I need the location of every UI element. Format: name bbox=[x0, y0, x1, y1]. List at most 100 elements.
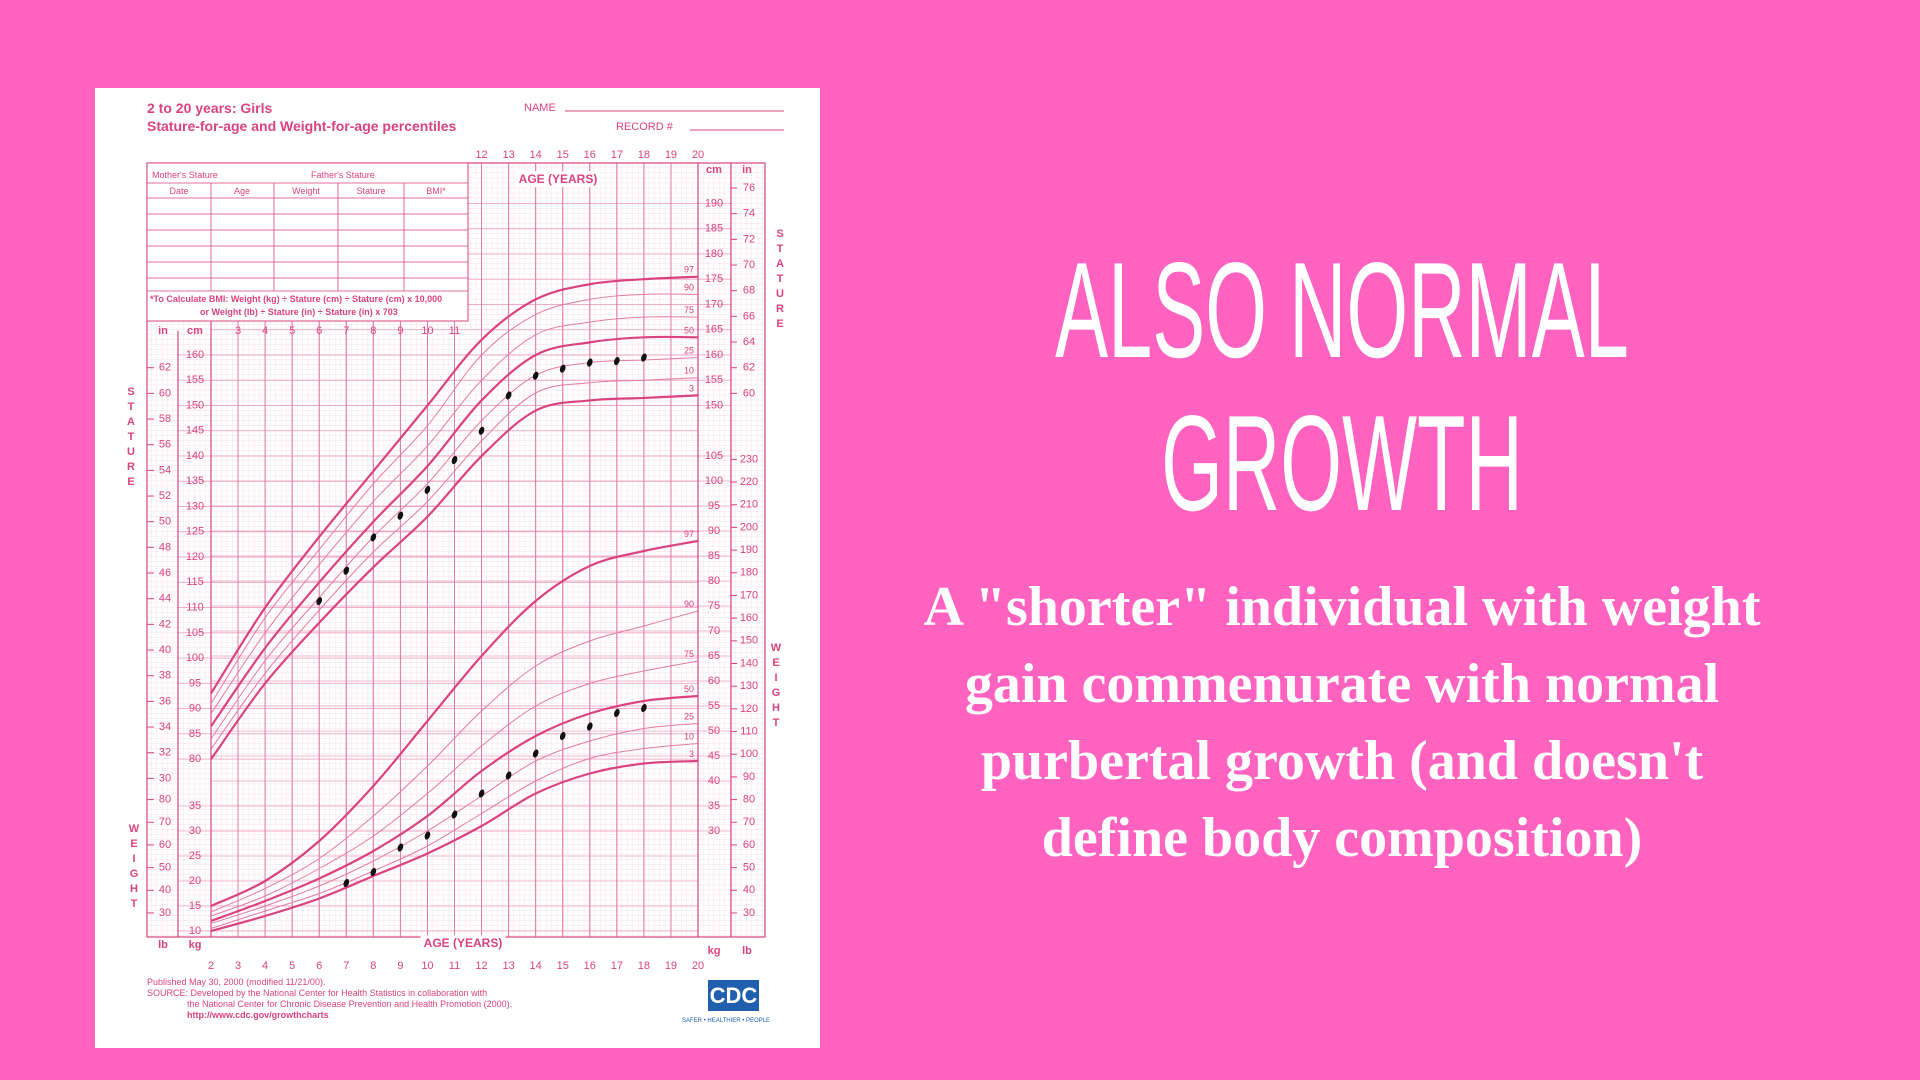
y-tick-label: 110 bbox=[186, 602, 204, 614]
record-label: RECORD # bbox=[616, 121, 674, 133]
percentile-curve bbox=[210, 610, 699, 913]
percentile-curve bbox=[210, 316, 699, 714]
y-tick-label: 130 bbox=[740, 680, 758, 692]
y-tick-label: 60 bbox=[159, 839, 171, 851]
x-tick-label: 17 bbox=[611, 960, 623, 972]
y-tick-label: 80 bbox=[743, 793, 755, 805]
percentile-label: 10 bbox=[684, 366, 694, 376]
x-tick-label: 9 bbox=[397, 960, 403, 972]
x-tick-label: 20 bbox=[692, 149, 704, 161]
percentile-curve bbox=[210, 539, 699, 907]
y-tick-label: 80 bbox=[708, 575, 720, 587]
measurement-point bbox=[641, 703, 647, 713]
measurement-point bbox=[559, 364, 566, 373]
y-tick-label: 35 bbox=[708, 800, 720, 812]
footer-line: the National Center for Chronic Disease … bbox=[187, 999, 512, 1009]
y-tick-label: 180 bbox=[740, 567, 758, 579]
y-tick-label: 155 bbox=[705, 374, 723, 386]
y-tick-label: 80 bbox=[159, 793, 171, 805]
percentile-label: 50 bbox=[684, 325, 694, 335]
x-tick-label: 18 bbox=[638, 149, 650, 161]
y-tick-label: 40 bbox=[159, 644, 171, 656]
column-header: BMI* bbox=[426, 186, 446, 196]
y-tick-label: 30 bbox=[708, 825, 720, 837]
y-tick-label: 90 bbox=[708, 525, 720, 537]
y-tick-label: 155 bbox=[186, 374, 204, 386]
y-tick-label: 10 bbox=[189, 925, 201, 937]
y-tick-label: 90 bbox=[743, 771, 755, 783]
measurement-point bbox=[451, 456, 458, 465]
measurement-point bbox=[370, 533, 377, 542]
y-tick-label: 60 bbox=[743, 387, 755, 399]
y-tick-label: 62 bbox=[159, 362, 171, 374]
y-tick-label: 44 bbox=[159, 593, 171, 605]
fathers-stature: Father's Stature bbox=[311, 170, 375, 180]
y-tick-label: 120 bbox=[740, 703, 758, 715]
y-tick-label: 220 bbox=[740, 476, 758, 488]
percentile-label: 3 bbox=[689, 749, 694, 759]
x-tick-label: 12 bbox=[475, 149, 487, 161]
unit-label: cm bbox=[706, 164, 722, 176]
y-tick-label: 190 bbox=[705, 197, 723, 209]
y-tick-label: 130 bbox=[186, 500, 204, 512]
axis-label: STATURE bbox=[774, 228, 786, 333]
y-tick-label: 38 bbox=[159, 670, 171, 682]
y-tick-label: 70 bbox=[743, 259, 755, 271]
y-tick-label: 15 bbox=[189, 900, 201, 912]
percentile-curve bbox=[210, 759, 699, 933]
x-label-bg bbox=[420, 935, 506, 952]
percentile-curve bbox=[210, 394, 699, 760]
measurement-point bbox=[397, 843, 404, 852]
measurement-point bbox=[478, 426, 485, 435]
unit-label: kg bbox=[189, 939, 202, 951]
x-tick-label: 8 bbox=[370, 960, 376, 972]
y-tick-label: 150 bbox=[705, 399, 723, 411]
x-tick-label: 19 bbox=[665, 960, 677, 972]
y-tick-label: 74 bbox=[743, 208, 755, 220]
x-tick-label: 16 bbox=[584, 149, 596, 161]
y-tick-label: 76 bbox=[743, 182, 755, 194]
y-tick-label: 190 bbox=[740, 544, 758, 556]
y-tick-label: 65 bbox=[708, 650, 720, 662]
x-tick-label: 10 bbox=[421, 325, 433, 337]
logo-tagline: SAFER • HEALTHIER • PEOPLE bbox=[682, 1018, 770, 1024]
x-tick-label: 6 bbox=[316, 325, 322, 337]
y-tick-label: 46 bbox=[159, 567, 171, 579]
unit-label: in bbox=[742, 164, 752, 176]
percentile-label: 90 bbox=[684, 599, 694, 609]
x-tick-label: 17 bbox=[611, 149, 623, 161]
y-tick-label: 40 bbox=[159, 884, 171, 896]
bmi-note: or Weight (lb) ÷ Stature (in) ÷ Stature … bbox=[200, 307, 398, 317]
y-tick-label: 42 bbox=[159, 618, 171, 630]
y-tick-label: 200 bbox=[740, 521, 758, 533]
measurement-point bbox=[505, 391, 512, 400]
unit-label: lb bbox=[742, 945, 752, 957]
percentile-label: 75 bbox=[684, 305, 694, 315]
y-tick-label: 50 bbox=[159, 516, 171, 528]
record-table: Mother's Stature Father's Stature Date A… bbox=[146, 162, 469, 322]
percentile-curve bbox=[210, 694, 699, 923]
percentile-label: 90 bbox=[684, 282, 694, 292]
name-label: NAME bbox=[524, 102, 556, 114]
column-header: Age bbox=[234, 186, 250, 196]
percentile-curve bbox=[210, 275, 699, 695]
y-tick-label: 35 bbox=[189, 800, 201, 812]
y-tick-label: 110 bbox=[740, 725, 758, 737]
y-tick-label: 30 bbox=[189, 825, 201, 837]
y-tick-label: 120 bbox=[186, 551, 204, 563]
x-tick-label: 7 bbox=[343, 960, 349, 972]
percentile-label: 97 bbox=[684, 265, 694, 275]
y-tick-label: 60 bbox=[708, 675, 720, 687]
measurement-point bbox=[532, 371, 539, 380]
logo: CDC bbox=[710, 983, 758, 1008]
x-tick-label: 13 bbox=[502, 149, 514, 161]
footer-line: SOURCE: Developed by the National Center… bbox=[147, 988, 487, 998]
y-tick-label: 50 bbox=[708, 725, 720, 737]
y-tick-label: 125 bbox=[186, 526, 204, 538]
measurement-point bbox=[559, 731, 566, 741]
measurement-point bbox=[586, 722, 593, 731]
y-tick-label: 52 bbox=[159, 490, 171, 502]
measurement-point bbox=[478, 789, 485, 798]
y-tick-label: 100 bbox=[705, 475, 723, 487]
y-tick-label: 50 bbox=[159, 862, 171, 874]
